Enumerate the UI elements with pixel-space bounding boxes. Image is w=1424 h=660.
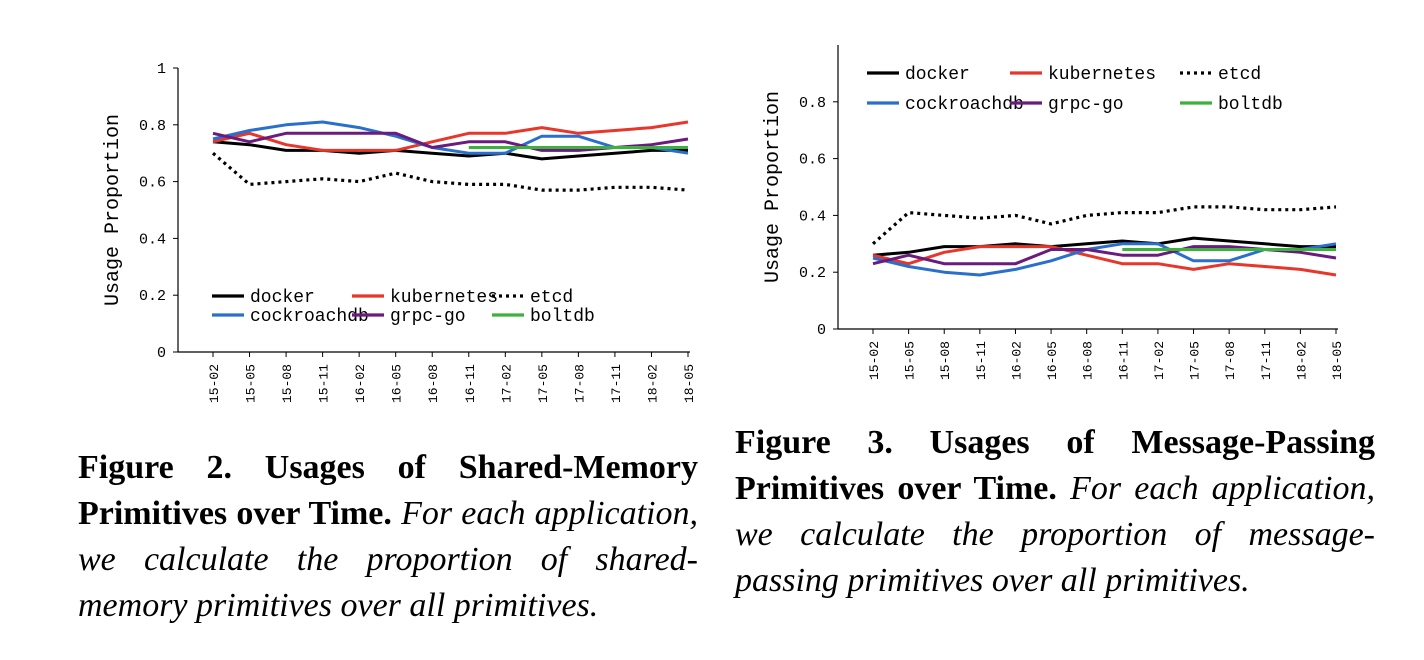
- y-tick-label: 0.8: [139, 118, 166, 135]
- y-tick-label: 0.2: [799, 265, 826, 282]
- figure-3-caption-title: Figure 3. Usages of Message-Passing Prim…: [735, 424, 1375, 507]
- x-tick-label: 18-02: [1294, 341, 1309, 380]
- series-line-cockroachdb: [212, 120, 689, 155]
- legend-label-docker: docker: [905, 65, 970, 85]
- x-tick-label: 16-02: [353, 364, 368, 403]
- series-line-cockroachdb: [872, 242, 1337, 277]
- x-tick-label: 15-11: [974, 341, 989, 380]
- y-axis-title: Usage Proportion: [762, 91, 785, 283]
- series-line-kubernetes: [872, 245, 1337, 277]
- x-tick-label: 15-05: [244, 364, 259, 403]
- x-tick-label: 17-08: [572, 364, 587, 403]
- x-tick-label: 17-11: [609, 364, 624, 403]
- x-tick-label: 17-05: [1188, 341, 1203, 380]
- y-tick-label: 0.4: [139, 231, 166, 248]
- y-tick-label: 0: [817, 322, 826, 339]
- x-tick-label: 18-02: [645, 364, 660, 403]
- series-line-etcd: [211, 151, 689, 192]
- x-tick-label: 17-11: [1259, 341, 1274, 380]
- x-tick-label: 16-08: [426, 364, 441, 403]
- legend-label-etcd: etcd: [530, 288, 573, 308]
- x-tick-label: 17-08: [1223, 341, 1238, 380]
- figure-2-caption: Figure 2. Usages of Shared-Memory Primit…: [78, 445, 698, 629]
- x-tick-label: 15-11: [317, 364, 332, 403]
- legend-label-grpc-go: grpc-go: [1048, 95, 1124, 115]
- x-tick-label: 16-05: [1045, 341, 1060, 380]
- x-tick-label: 15-02: [207, 364, 222, 403]
- y-tick-label: 0.4: [799, 208, 826, 225]
- x-tick-label: 17-02: [499, 364, 514, 403]
- series-line-docker: [212, 140, 688, 161]
- figure-3-caption-text: For each application, we calculate the p…: [735, 470, 1376, 599]
- x-tick-label: 15-08: [938, 341, 953, 380]
- y-tick-label: 0.8: [799, 95, 826, 112]
- legend-label-boltdb: boltdb: [530, 307, 595, 327]
- x-tick-label: 15-08: [280, 364, 295, 403]
- legend-label-kubernetes: kubernetes: [390, 288, 498, 308]
- figure-2-chart: 0 0.2 0.4 0.6 0.8 1 Usage Proportion 15-02 15-05…: [0, 0, 712, 420]
- y-tick-label: 0: [157, 345, 166, 362]
- x-tick-label: 16-02: [1009, 341, 1024, 380]
- y-tick-label: 1: [157, 61, 166, 78]
- legend-label-grpc-go: grpc-go: [390, 307, 466, 327]
- y-tick-label: 0.6: [139, 175, 166, 192]
- y-tick-label: 0.2: [139, 288, 166, 305]
- legend-label-etcd: etcd: [1218, 65, 1261, 85]
- x-tick-label: 16-08: [1081, 341, 1096, 380]
- x-tick-label: 16-11: [463, 364, 478, 403]
- series-line-etcd: [871, 205, 1337, 246]
- chart-shared-memory: 0 0.2 0.4 0.6 0.8 1 Usage Proportion 15-02 15-05…: [102, 61, 697, 403]
- figure-3-chart: 0 0.2 0.4 0.6 0.8 Usage Proportion 15-02 15-05 1…: [712, 0, 1424, 420]
- series-line-docker: [872, 236, 1336, 257]
- figure-2-caption-title: Figure 2. Usages of Shared-Memory Primit…: [78, 449, 698, 532]
- x-tick-label: 15-05: [903, 341, 918, 380]
- legend-label-docker: docker: [250, 288, 315, 308]
- y-tick-label: 0.6: [799, 152, 826, 169]
- figure-3-caption: Figure 3. Usages of Message-Passing Prim…: [735, 420, 1375, 604]
- x-tick-label: 16-11: [1116, 341, 1131, 380]
- chart-message-passing: 0 0.2 0.4 0.6 0.8 Usage Proportion 15-02 15-05 1…: [762, 45, 1345, 380]
- x-tick-label: 18-05: [1330, 341, 1345, 380]
- x-tick-label: 18-05: [682, 364, 697, 403]
- legend-label-cockroachdb: cockroachdb: [905, 95, 1024, 115]
- legend-label-kubernetes: kubernetes: [1048, 65, 1156, 85]
- y-axis-title: Usage Proportion: [102, 114, 125, 306]
- x-tick-label: 17-02: [1152, 341, 1167, 380]
- legend-label-boltdb: boltdb: [1218, 95, 1283, 115]
- figure-2-caption-text: For each application, we calculate the p…: [78, 495, 699, 624]
- x-tick-label: 17-05: [536, 364, 551, 403]
- x-tick-label: 16-05: [390, 364, 405, 403]
- legend-label-cockroachdb: cockroachdb: [250, 307, 369, 327]
- x-tick-label: 15-02: [867, 341, 882, 380]
- series-line-kubernetes: [212, 120, 689, 152]
